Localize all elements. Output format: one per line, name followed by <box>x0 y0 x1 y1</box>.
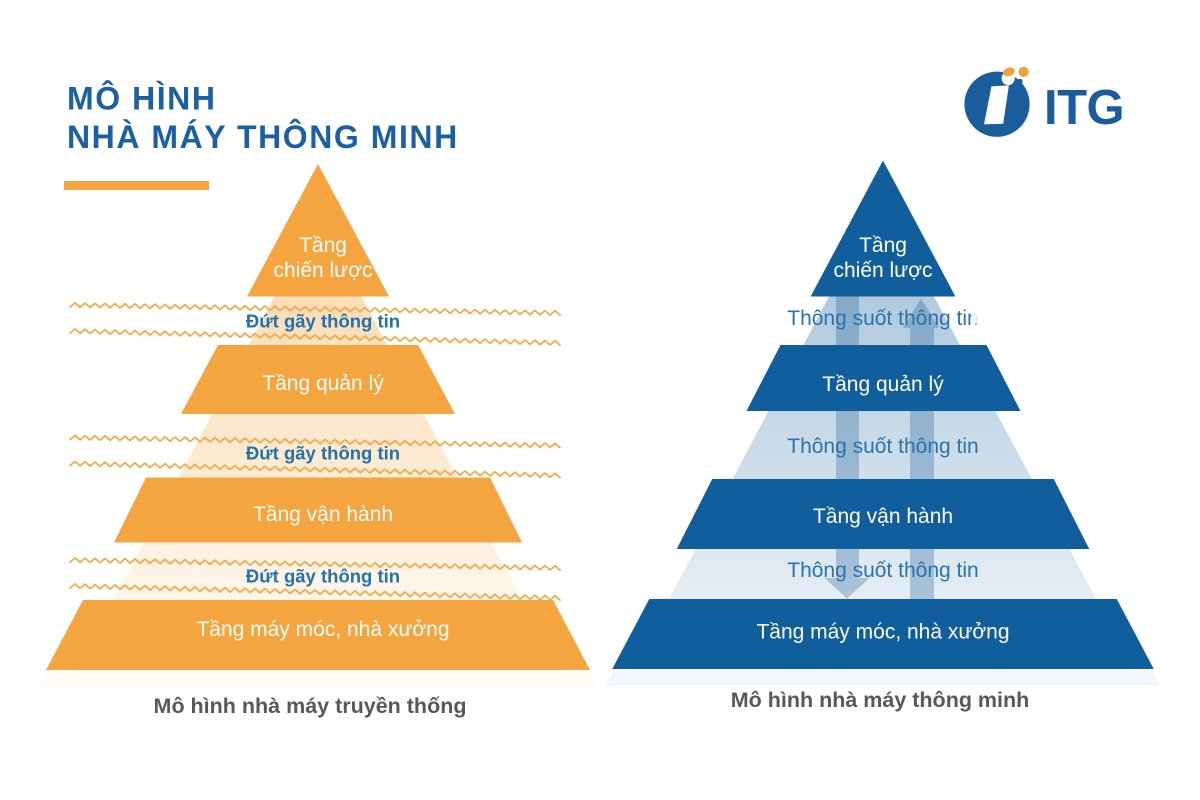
svg-text:Tầng máy móc, nhà xưởng: Tầng máy móc, nhà xưởng <box>196 618 449 641</box>
svg-text:chiến lược: chiến lược <box>273 259 372 282</box>
svg-text:Đứt gãy thông tin: Đứt gãy thông tin <box>246 311 400 332</box>
svg-text:Thông suốt thông tin: Thông suốt thông tin <box>787 435 978 458</box>
svg-text:Tầng vận hành: Tầng vận hành <box>253 503 393 526</box>
svg-text:chiến lược: chiến lược <box>833 259 932 282</box>
svg-text:Tầng máy móc, nhà xưởng: Tầng máy móc, nhà xưởng <box>756 621 1009 644</box>
svg-text:Thông suốt thông tin: Thông suốt thông tin <box>787 307 978 330</box>
svg-text:ITG: ITG <box>1044 81 1124 135</box>
svg-text:Mô hình nhà máy thông minh: Mô hình nhà máy thông minh <box>731 688 1030 712</box>
svg-text:Tầng: Tầng <box>299 234 347 257</box>
svg-text:Tầng quản lý: Tầng quản lý <box>822 373 944 396</box>
svg-text:Tầng quản lý: Tầng quản lý <box>262 372 384 395</box>
svg-text:Tầng vận hành: Tầng vận hành <box>813 505 953 528</box>
svg-text:Tầng: Tầng <box>859 234 907 257</box>
svg-text:Đứt gãy thông tin: Đứt gãy thông tin <box>246 443 400 464</box>
svg-text:Thông suốt thông tin: Thông suốt thông tin <box>787 559 978 582</box>
svg-text:Đứt gãy thông tin: Đứt gãy thông tin <box>246 566 400 587</box>
svg-text:Mô hình nhà máy truyền thống: Mô hình nhà máy truyền thống <box>154 694 467 718</box>
svg-text:NHÀ MÁY THÔNG MINH: NHÀ MÁY THÔNG MINH <box>67 119 459 155</box>
svg-text:MÔ HÌNH: MÔ HÌNH <box>67 81 217 117</box>
